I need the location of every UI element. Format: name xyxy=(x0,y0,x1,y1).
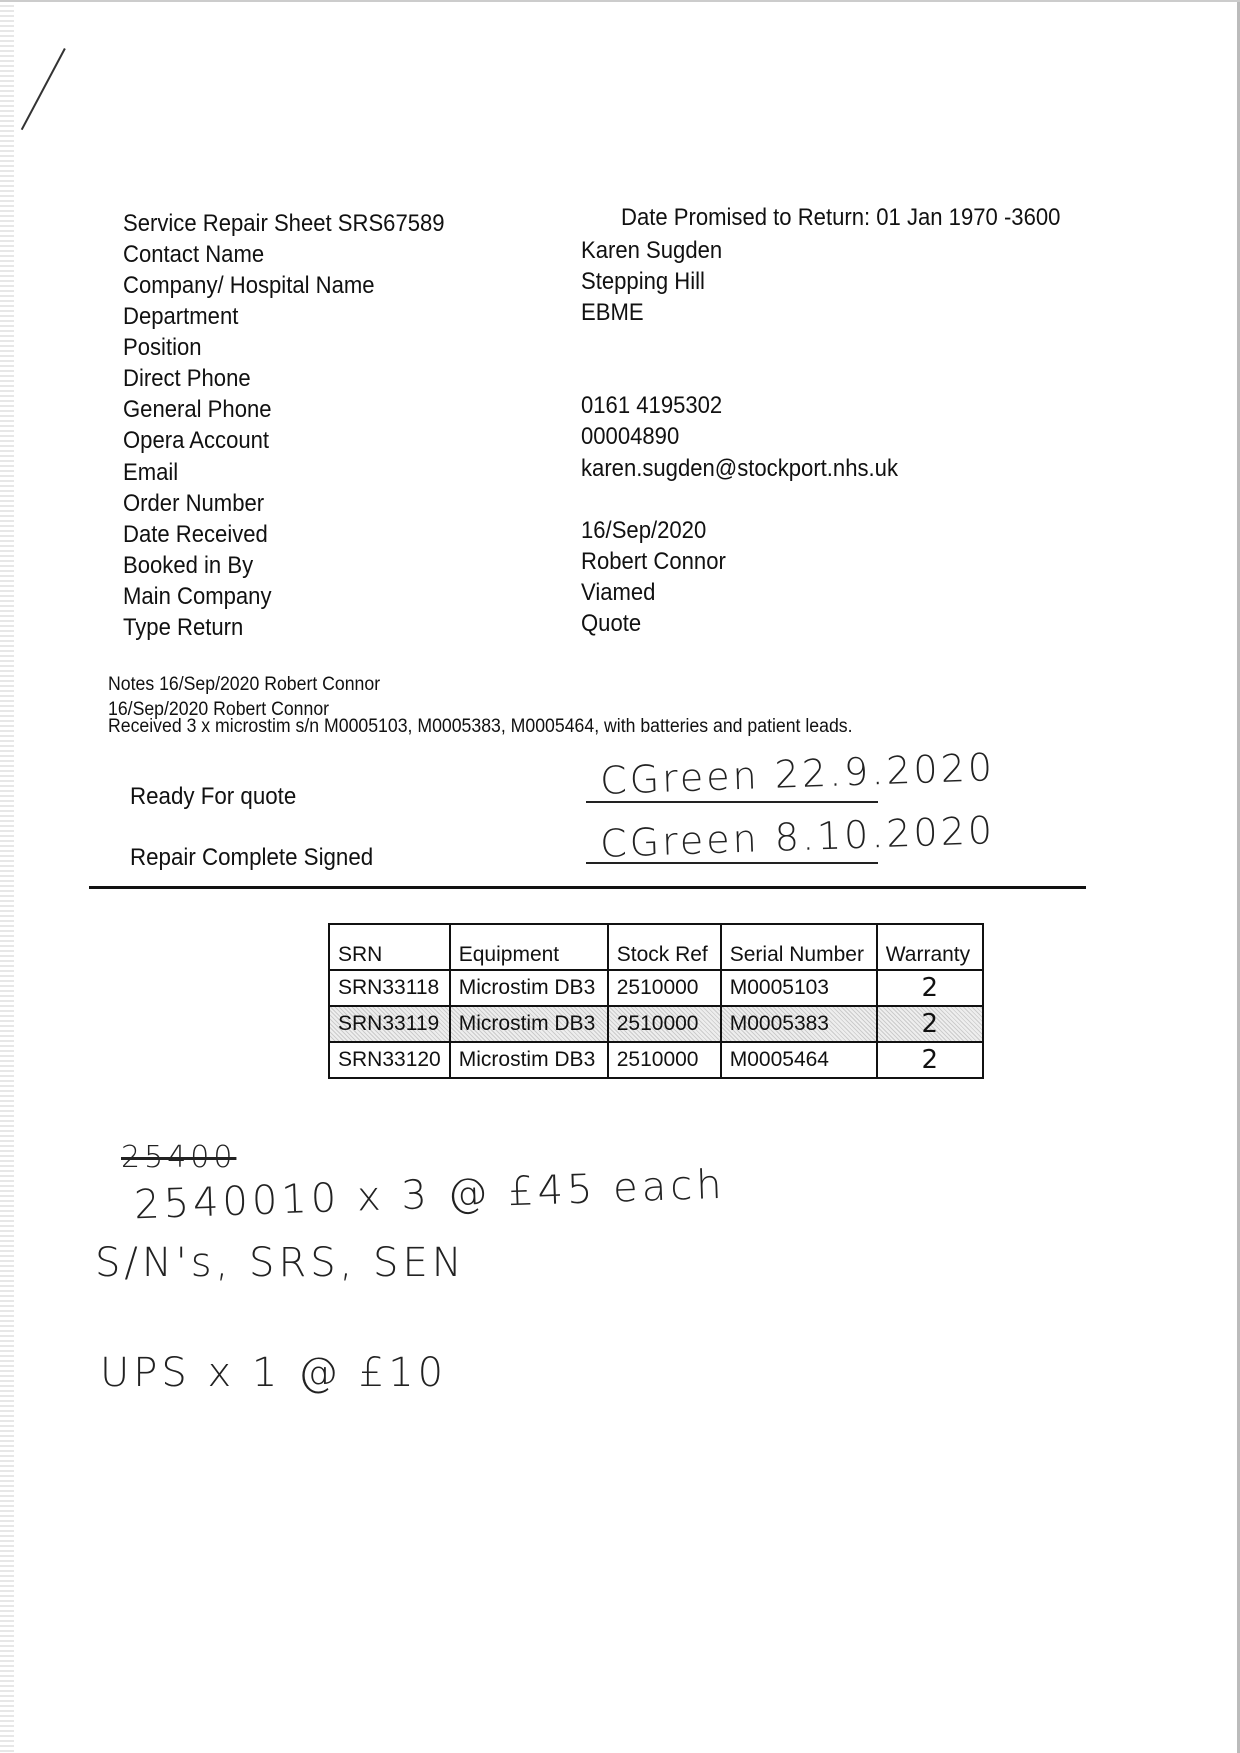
repair-complete-label: Repair Complete Signed xyxy=(130,844,374,871)
field-label: Main Company xyxy=(123,583,272,610)
table-row: SRN33120 Microstim DB3 2510000 M0005464 2 xyxy=(328,1041,984,1079)
table-cell: 2 xyxy=(875,1041,984,1079)
field-label: Order Number xyxy=(123,490,265,517)
table-header-row: SRN Equipment Stock Ref Serial Number Wa… xyxy=(328,923,984,971)
sheet-title: Service Repair Sheet SRS67589 xyxy=(123,210,445,237)
field-label: Date Received xyxy=(123,521,268,548)
handwritten-struck-ref: 25400 xyxy=(121,1140,237,1175)
field-value: EBME xyxy=(581,299,644,326)
field-value: 16/Sep/2020 xyxy=(581,517,707,544)
scan-edge xyxy=(0,0,14,1753)
table-cell: SRN33118 xyxy=(328,969,451,1007)
table-cell: 2510000 xyxy=(606,1041,722,1079)
field-value: Viamed xyxy=(581,579,656,606)
table-cell: Microstim DB3 xyxy=(448,1041,609,1079)
signature-line xyxy=(586,862,878,864)
notes-line: Received 3 x microstim s/n M0005103, M00… xyxy=(108,716,853,737)
table-cell: 2 xyxy=(875,969,984,1007)
field-label: Type Return xyxy=(123,614,244,641)
table-cell: M0005383 xyxy=(719,1005,878,1043)
field-label: Position xyxy=(123,334,202,361)
col-stock-ref: Stock Ref xyxy=(606,923,722,971)
field-value: 00004890 xyxy=(581,423,680,450)
table-cell: M0005464 xyxy=(719,1041,878,1079)
col-equipment: Equipment xyxy=(448,923,609,971)
date-promised: Date Promised to Return: 01 Jan 1970 -36… xyxy=(621,204,1061,231)
signature-repair-complete: CGreen 8.10.2020 xyxy=(599,808,996,866)
handwritten-line: S/N's, SRS, SEN xyxy=(95,1240,466,1286)
table-row: SRN33118 Microstim DB3 2510000 M0005103 2 xyxy=(328,969,984,1007)
col-serial-number: Serial Number xyxy=(719,923,878,971)
handwritten-line: UPS x 1 @ £10 xyxy=(100,1350,448,1396)
divider xyxy=(89,886,1086,889)
field-value: karen.sugden@stockport.nhs.uk xyxy=(581,455,898,482)
table-cell: 2 xyxy=(875,1005,984,1043)
field-label: Company/ Hospital Name xyxy=(123,272,375,299)
pen-mark xyxy=(20,48,66,131)
col-warranty: Warranty xyxy=(875,923,984,971)
field-value: Stepping Hill xyxy=(581,268,705,295)
field-value: 0161 4195302 xyxy=(581,392,723,419)
field-value: Karen Sugden xyxy=(581,237,723,264)
field-label: Opera Account xyxy=(123,427,270,454)
field-value: Robert Connor xyxy=(581,548,726,575)
table-cell: 2510000 xyxy=(606,1005,722,1043)
table-cell: Microstim DB3 xyxy=(448,969,609,1007)
table-cell: M0005103 xyxy=(719,969,878,1007)
col-srn: SRN xyxy=(328,923,451,971)
scan-edge xyxy=(0,0,1240,2)
field-label: Contact Name xyxy=(123,241,265,268)
signature-line xyxy=(586,801,878,803)
field-label: General Phone xyxy=(123,396,272,423)
ready-for-quote-label: Ready For quote xyxy=(130,783,297,810)
notes-line: 16/Sep/2020 Robert Connor xyxy=(108,699,330,720)
field-value: Quote xyxy=(581,610,642,637)
equipment-table: SRN Equipment Stock Ref Serial Number Wa… xyxy=(328,923,984,1079)
field-label: Email xyxy=(123,459,179,486)
field-label: Booked in By xyxy=(123,552,254,579)
table-cell: Microstim DB3 xyxy=(448,1005,609,1043)
field-label: Department xyxy=(123,303,239,330)
table-row: SRN33119 Microstim DB3 2510000 M0005383 2 xyxy=(328,1005,984,1043)
table-cell: 2510000 xyxy=(606,969,722,1007)
scan-edge xyxy=(1237,0,1240,1753)
signature-ready-for-quote: CGreen 22.9.2020 xyxy=(599,745,996,803)
table-cell: SRN33120 xyxy=(328,1041,451,1079)
notes-line: Notes 16/Sep/2020 Robert Connor xyxy=(108,674,381,695)
table-cell: SRN33119 xyxy=(328,1005,451,1043)
field-label: Direct Phone xyxy=(123,365,251,392)
